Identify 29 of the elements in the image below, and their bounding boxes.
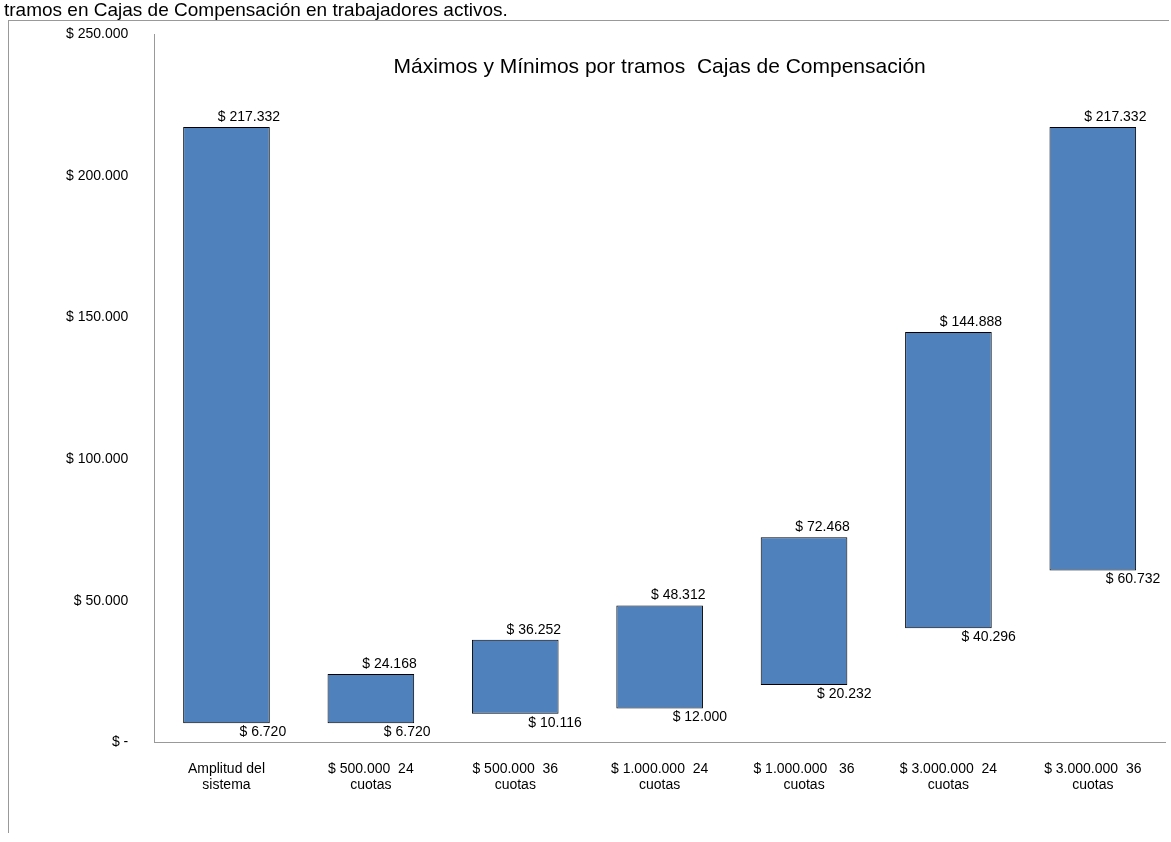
y-tick-label: $ 250.000	[65, 25, 129, 42]
annotation: $ 6.720	[383, 723, 431, 740]
annotation: $ 12.000	[672, 708, 728, 725]
x-tick-label: $ 3.000.000 24 cuotas	[899, 759, 998, 793]
annotation: $ 144.888	[939, 312, 1003, 329]
y-tick-label: $ 200.000	[65, 166, 129, 183]
annotation: $ 217.332	[1084, 107, 1147, 124]
annotation: $ 72.468	[795, 518, 851, 535]
annotation: $ 24.168	[362, 654, 417, 671]
x-tick-label: $ 3.000.000 36 cuotas	[1044, 759, 1142, 793]
annotation: $ 40.296	[961, 628, 1017, 645]
y-tick-label: $ -	[111, 733, 129, 750]
annotation: $ 217.332	[217, 107, 281, 124]
annotation: $ 10.116	[528, 713, 582, 730]
x-tick-label: $ 500.000 24 cuotas	[328, 759, 414, 793]
annotation: $ 48.312	[650, 586, 706, 603]
x-tick-label: Amplitud del sistema	[187, 759, 265, 793]
x-tick-label: $ 1.000.000 24 cuotas	[610, 759, 709, 793]
annotation: $ 20.232	[817, 684, 872, 701]
y-tick-label: $ 150.000	[65, 308, 129, 325]
text: Máximos y Mínimos por tramos Cajas de Compensación	[393, 53, 926, 77]
text: tramos en Cajas de Compensación en trabajadores activos.	[3, 0, 509, 20]
annotation: $ 60.732	[1105, 570, 1161, 587]
annotation: $ 36.252	[506, 620, 562, 637]
y-tick-label: $ 100.000	[65, 450, 129, 467]
annotation: $ 6.720	[239, 723, 287, 740]
x-tick-label: $ 500.000 36 cuotas	[472, 759, 559, 793]
y-tick-label: $ 50.000	[73, 591, 129, 608]
x-tick-label: $ 1.000.000 36 cuotas	[753, 759, 855, 793]
